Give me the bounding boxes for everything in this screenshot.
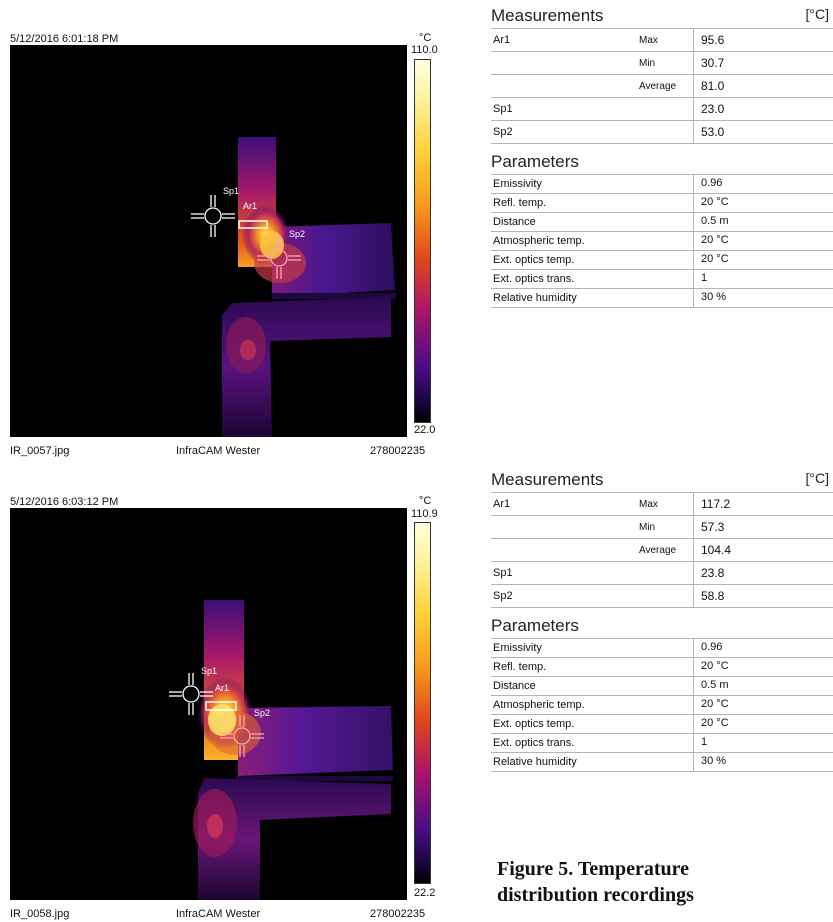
figure-caption: Figure 5. Temperature distribution recor…	[497, 856, 694, 908]
spot1-label: Sp1	[201, 666, 218, 676]
parameter-row: Atmospheric temp. 20 °C	[491, 696, 833, 715]
spot2-label: Sp2	[289, 229, 306, 239]
parameter-row: Atmospheric temp. 20 °C	[491, 232, 833, 251]
measurements-panel: Measurements [°C] Ar1 Max 117.2 Min 57.3 Av…	[491, 470, 833, 772]
thermal-image: Sp1 Ar1 Sp2	[10, 45, 407, 437]
caption-line: Figure 5. Temperature	[497, 858, 690, 880]
parameters-title: Parameters	[491, 152, 579, 171]
scale-min: 22.0	[414, 424, 436, 436]
measurement-row: Min 57.3	[491, 516, 833, 539]
parameter-row: Relative humidity 30 %	[491, 753, 833, 772]
thermal-image: Sp1 Ar1 Sp2	[10, 508, 407, 900]
measurement-row: Sp1 23.0	[491, 98, 833, 121]
camera-model: InfraCAM Wester	[176, 908, 261, 920]
color-scale-bar	[414, 522, 431, 884]
measurements-panel: Measurements [°C] Ar1 Max 95.6 Min 30.7 Ave…	[491, 6, 833, 308]
timestamp: 5/12/2016 6:01:18 PM	[10, 33, 119, 45]
measurements-title: Measurements [°C]	[491, 470, 830, 489]
scale-unit: °C	[419, 32, 432, 44]
scale-max: 110.9	[411, 508, 438, 520]
color-scale-bar	[414, 59, 431, 423]
measurement-row: Sp2 58.8	[491, 585, 833, 608]
timestamp: 5/12/2016 6:03:12 PM	[10, 496, 119, 508]
measurement-row: Sp1 23.8	[491, 562, 833, 585]
parameter-row: Emissivity 0.96	[491, 174, 833, 194]
scale-unit: °C	[419, 495, 432, 507]
unit-label: [°C]	[805, 6, 830, 22]
parameter-row: Ext. optics temp. 20 °C	[491, 251, 833, 270]
parameter-row: Distance 0.5 m	[491, 213, 833, 232]
serial-number: 278002235	[370, 908, 426, 920]
caption-line: distribution recordings	[497, 884, 694, 906]
measurement-row: Average 81.0	[491, 75, 833, 98]
scale-min: 22.2	[414, 887, 436, 899]
parameter-row: Ext. optics temp. 20 °C	[491, 715, 833, 734]
parameter-row: Relative humidity 30 %	[491, 289, 833, 308]
area-label: Ar1	[243, 201, 258, 211]
filename: IR_0057.jpg	[10, 445, 70, 457]
parameter-row: Ext. optics trans. 1	[491, 734, 833, 753]
area-label: Ar1	[215, 683, 230, 693]
spot2-label: Sp2	[254, 708, 271, 718]
parameter-row: Ext. optics trans. 1	[491, 270, 833, 289]
measurement-row: Average 104.4	[491, 539, 833, 562]
filename: IR_0058.jpg	[10, 908, 70, 920]
parameters-title: Parameters	[491, 616, 579, 635]
parameter-row: Refl. temp. 20 °C	[491, 658, 833, 677]
parameter-row: Emissivity 0.96	[491, 638, 833, 658]
measurement-row: Sp2 53.0	[491, 121, 833, 144]
camera-model: InfraCAM Wester	[176, 445, 261, 457]
measurement-row: Min 30.7	[491, 52, 833, 75]
parameter-row: Refl. temp. 20 °C	[491, 194, 833, 213]
spot1-label: Sp1	[223, 186, 240, 196]
measurements-title: Measurements [°C]	[491, 6, 830, 25]
measurement-row: Ar1 Max 95.6	[491, 28, 833, 52]
scale-max: 110.0	[411, 44, 438, 56]
measurement-row: Ar1 Max 117.2	[491, 492, 833, 516]
serial-number: 278002235	[370, 445, 426, 457]
parameter-row: Distance 0.5 m	[491, 677, 833, 696]
unit-label: [°C]	[805, 470, 830, 486]
